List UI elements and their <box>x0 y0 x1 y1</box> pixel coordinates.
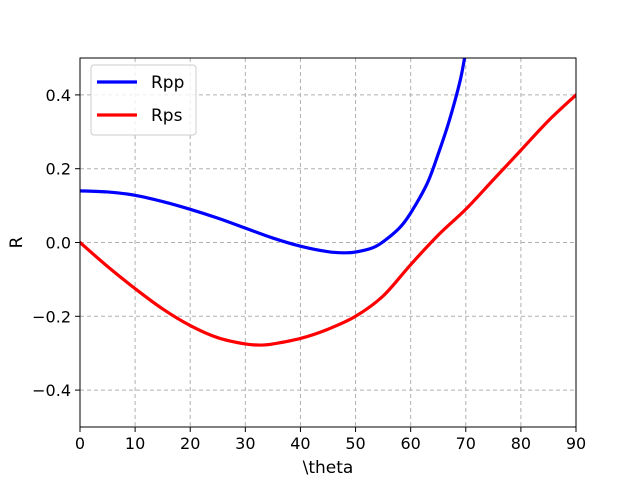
x-tick-label: 50 <box>345 434 365 453</box>
y-axis-label: R <box>7 236 27 248</box>
legend-label-rpp: Rpp <box>151 73 184 93</box>
y-tick-label: 0.2 <box>46 160 71 179</box>
x-tick-label: 60 <box>400 434 420 453</box>
x-axis-label: \theta <box>303 458 354 478</box>
legend: Rpp Rps <box>90 64 197 136</box>
x-tick-label: 10 <box>125 434 145 453</box>
x-tick-label: 0 <box>75 434 85 453</box>
legend-label-rps: Rps <box>151 106 183 126</box>
x-tick-label: 70 <box>456 434 476 453</box>
series-line-rpp <box>80 58 467 255</box>
series-line-rps <box>80 93 576 347</box>
y-tick-label: 0.4 <box>46 86 71 105</box>
x-tick-label: 90 <box>566 434 586 453</box>
y-tick-label: −0.4 <box>32 381 71 400</box>
series-lines <box>80 58 576 347</box>
axis-ticks: 0 10 20 30 40 50 60 70 80 90 −0.4 −0.2 0.0 0.2 0.4 <box>32 86 586 453</box>
x-tick-label: 80 <box>511 434 531 453</box>
x-tick-label: 40 <box>290 434 310 453</box>
y-tick-label: 0.0 <box>46 234 71 253</box>
x-tick-label: 20 <box>180 434 200 453</box>
y-tick-label: −0.2 <box>32 307 71 326</box>
x-tick-label: 30 <box>235 434 255 453</box>
